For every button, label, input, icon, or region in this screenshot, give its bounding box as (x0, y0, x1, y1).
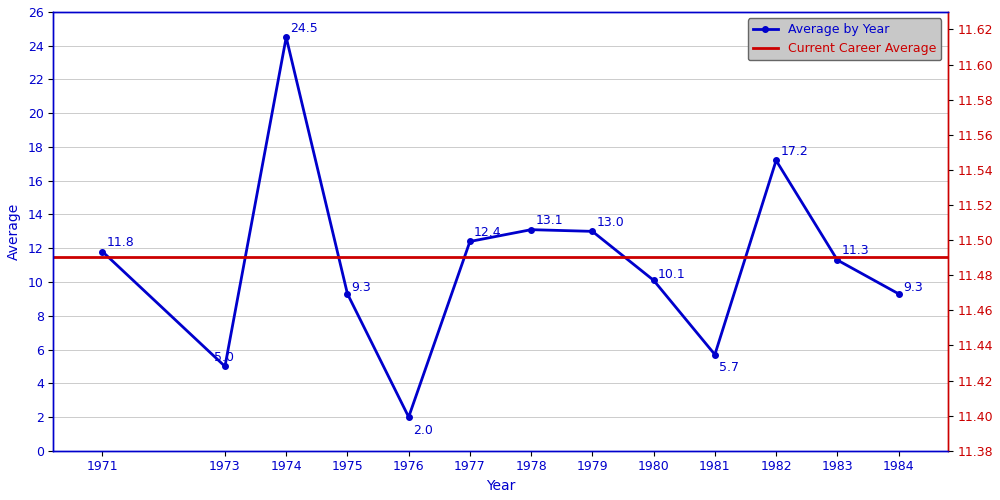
Text: 13.1: 13.1 (535, 214, 563, 227)
Y-axis label: Average: Average (7, 202, 21, 260)
Average by Year (525, 226, 537, 232)
Text: 12.4: 12.4 (474, 226, 502, 239)
Average by Year (709, 352, 721, 358)
Average by Year (648, 278, 660, 283)
Average by Year (403, 414, 415, 420)
Average by Year (770, 158, 782, 164)
Text: 24.5: 24.5 (290, 22, 318, 35)
Average by Year (831, 257, 843, 263)
Legend: Average by Year, Current Career Average: Average by Year, Current Career Average (748, 18, 941, 60)
Text: 10.1: 10.1 (658, 268, 686, 280)
Text: 11.3: 11.3 (842, 244, 869, 258)
Average by Year (464, 238, 476, 244)
Text: 13.0: 13.0 (597, 216, 624, 229)
Average by Year (586, 228, 598, 234)
Text: 5.7: 5.7 (719, 361, 739, 374)
Average by Year (280, 34, 292, 40)
X-axis label: Year: Year (486, 479, 515, 493)
Line: Average by Year: Average by Year (100, 34, 901, 420)
Average by Year (96, 248, 108, 254)
Text: 17.2: 17.2 (780, 145, 808, 158)
Text: 2.0: 2.0 (413, 424, 433, 436)
Text: 11.8: 11.8 (107, 236, 134, 249)
Text: 9.3: 9.3 (903, 281, 923, 294)
Average by Year (893, 291, 905, 297)
Average by Year (219, 364, 231, 370)
Text: 9.3: 9.3 (352, 281, 371, 294)
Text: 5.0: 5.0 (214, 351, 234, 364)
Average by Year (341, 291, 353, 297)
